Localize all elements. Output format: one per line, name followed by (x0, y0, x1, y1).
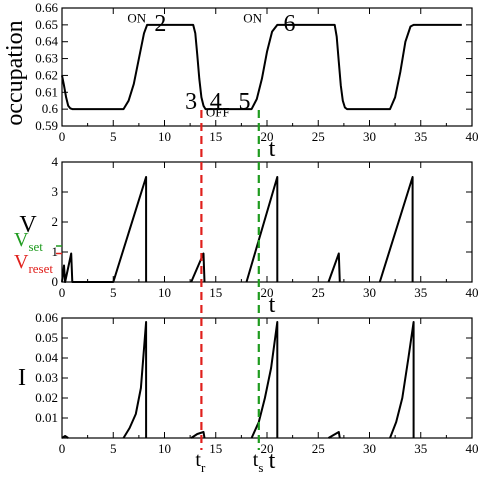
y-tick-label: 0.64 (35, 34, 58, 49)
y-tick-label: 0.66 (35, 0, 58, 15)
series-line (61, 176, 148, 283)
x-axis-label: t (269, 136, 276, 162)
y-axis-label: V (19, 212, 37, 238)
x-tick-label: 0 (59, 441, 66, 456)
label-v-set: Vset (14, 229, 43, 254)
series-line (245, 176, 279, 283)
x-tick-label: 40 (466, 129, 479, 144)
y-tick-label: 0.6 (42, 101, 59, 116)
plot-frame (61, 317, 473, 439)
series-line (389, 321, 415, 439)
y-tick-label: 0.03 (35, 370, 58, 385)
annotation-3: 3 (185, 89, 197, 115)
y-tick-label: 0.05 (35, 330, 58, 345)
x-tick-label: 35 (414, 129, 427, 144)
x-tick-label: 35 (414, 441, 427, 456)
y-tick-label: 0.04 (35, 350, 58, 365)
x-tick-label: 15 (209, 129, 222, 144)
x-tick-label: 30 (363, 285, 376, 300)
y-tick-label: 2 (52, 214, 59, 229)
y-tick-label: 0.02 (35, 390, 58, 405)
annotation-on: ON (127, 10, 146, 25)
series-line (378, 176, 414, 283)
y-tick-label: 0 (52, 274, 59, 289)
plot-frame (61, 161, 473, 283)
x-tick-label: 40 (466, 441, 479, 456)
x-tick-label: 30 (363, 129, 376, 144)
panel-1: 0 5 10 15 20 25 30 35 400.590.60.610.620.630.640… (2, 0, 479, 162)
annotation-off: OFF (206, 105, 230, 120)
x-tick-label: 20 (261, 285, 274, 300)
x-tick-label: 5 (110, 285, 117, 300)
y-tick-label: 0.01 (35, 410, 58, 425)
series-line (327, 431, 341, 439)
y-axis-label: occupation (2, 20, 28, 125)
x-tick-label: 0 (59, 129, 66, 144)
x-tick-label: 10 (158, 285, 171, 300)
vline-label-s: ts (253, 449, 264, 475)
annotation-5: 5 (238, 89, 250, 115)
y-tick-label: 0.62 (35, 67, 58, 82)
x-tick-label: 10 (158, 129, 171, 144)
y-tick-label: 0.61 (35, 84, 58, 99)
vline-label-r: tr (195, 449, 206, 475)
y-tick-label: 0.06 (35, 310, 58, 325)
y-tick-label: 1 (52, 244, 59, 259)
x-tick-label: 25 (312, 129, 325, 144)
annotation-on: ON (243, 10, 262, 25)
label-v-reset: Vreset (14, 251, 53, 276)
x-tick-label: 35 (414, 285, 427, 300)
y-tick-label: 0.63 (35, 51, 58, 66)
y-tick-label: 4 (52, 154, 59, 169)
series-line (327, 252, 341, 283)
x-tick-label: 30 (363, 441, 376, 456)
series-line (61, 435, 69, 439)
x-axis-label: t (269, 292, 276, 318)
series-line (61, 23, 462, 111)
annotation-2: 2 (154, 11, 166, 37)
annotation-6: 6 (284, 11, 296, 37)
x-tick-label: 25 (312, 441, 325, 456)
x-tick-label: 20 (261, 441, 274, 456)
series-line (250, 321, 279, 439)
series-line (190, 252, 206, 283)
annotation-4: 4 (210, 89, 222, 115)
x-tick-label: 15 (209, 441, 222, 456)
y-tick-label: 3 (52, 184, 59, 199)
series-line (122, 321, 148, 439)
x-tick-label: 5 (110, 129, 117, 144)
x-tick-label: 25 (312, 285, 325, 300)
series-line (190, 431, 206, 439)
x-tick-label: 40 (466, 285, 479, 300)
y-axis-label: I (18, 365, 26, 391)
x-axis-label: t (269, 448, 276, 474)
x-tick-label: 10 (158, 441, 171, 456)
x-tick-label: 5 (110, 441, 117, 456)
x-tick-label: 20 (261, 129, 274, 144)
panel-3: 0 5 10 15 20 25 30 35 40 0.01 0.02 0.03 0.04 0.05 0.06… (18, 310, 479, 474)
x-tick-label: 0 (59, 285, 66, 300)
x-tick-label: 15 (209, 285, 222, 300)
y-tick-label: 0.65 (35, 17, 58, 32)
y-tick-label: 0.59 (35, 118, 58, 133)
